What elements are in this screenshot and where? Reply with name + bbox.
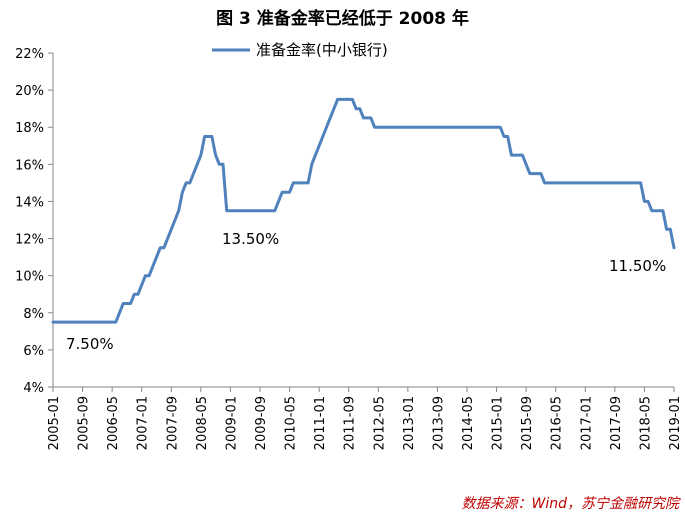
y-tick-label: 10%: [15, 270, 44, 285]
x-tick-label: 2012-05: [372, 396, 387, 450]
x-tick-label: 2017-01: [579, 396, 594, 450]
y-tick-label: 4%: [23, 381, 44, 396]
x-tick-label: 2009-01: [224, 396, 239, 450]
y-tick-label: 22%: [15, 47, 44, 62]
y-tick-label: 6%: [23, 344, 44, 359]
series-line: [51, 97, 676, 324]
y-tick-label: 12%: [15, 233, 44, 248]
x-tick-label: 2013-01: [402, 396, 417, 450]
x-tick-label: 2005-01: [47, 396, 62, 450]
x-tick-label: 2014-05: [461, 396, 476, 450]
legend-label: 准备金率(中小银行): [256, 41, 388, 59]
y-tick-label: 20%: [15, 84, 44, 99]
data-label-end: 11.50%: [609, 257, 666, 275]
x-axis-ticks: 2005-01 2005-09 2006-05 2007-01 2007-09 2008-…: [47, 387, 683, 450]
data-label-start: 7.50%: [66, 335, 114, 353]
y-tick-label: 18%: [15, 121, 44, 136]
source-note: 数据来源：Wind，苏宁金融研究院: [461, 496, 680, 512]
x-tick-label: 2006-05: [106, 396, 121, 450]
x-tick-label: 2008-05: [195, 396, 210, 450]
x-tick-label: 2017-09: [609, 396, 624, 450]
x-tick-label: 2010-05: [284, 396, 299, 450]
y-tick-label: 14%: [15, 195, 44, 210]
x-tick-label: 2011-01: [313, 396, 328, 450]
y-tick-label: 16%: [15, 158, 44, 173]
x-tick-label: 2018-05: [638, 396, 653, 450]
y-axis-ticks: 4% 6% 8% 10% 12% 14% 16% 18% 20% 22%: [15, 47, 53, 396]
series-group: [51, 97, 676, 324]
x-tick-label: 2019-01: [668, 396, 683, 450]
x-tick-label: 2015-01: [491, 396, 506, 450]
data-label-2009: 13.50%: [222, 230, 279, 248]
x-tick-label: 2015-09: [520, 396, 535, 450]
x-tick-label: 2005-09: [77, 396, 92, 450]
x-tick-label: 2016-05: [550, 396, 565, 450]
chart-title: 图 3 准备金率已经低于 2008 年: [216, 9, 469, 29]
x-tick-label: 2007-09: [165, 396, 180, 450]
data-labels: 7.50% 13.50% 11.50%: [66, 230, 666, 353]
x-tick-label: 2013-09: [431, 396, 446, 450]
x-tick-label: 2007-01: [136, 396, 151, 450]
legend: 准备金率(中小银行): [212, 41, 388, 59]
y-tick-label: 8%: [23, 307, 44, 322]
x-tick-label: 2011-09: [343, 396, 358, 450]
x-tick-label: 2009-09: [254, 396, 269, 450]
axes: [52, 53, 674, 388]
